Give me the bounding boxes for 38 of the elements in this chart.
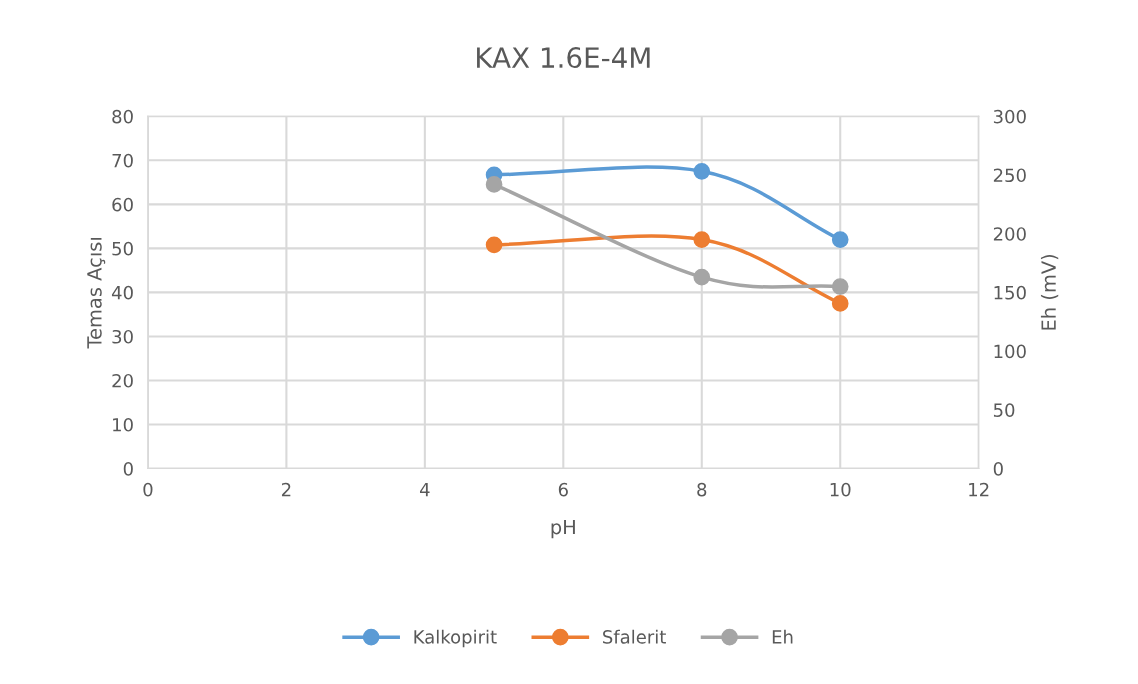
y2-tick-label: 250 (993, 168, 1026, 183)
y2-tick-label: 0 (993, 462, 1003, 476)
x-tick-label: 12 (969, 482, 989, 497)
chart-title: KAX 1.6E-4M (477, 47, 650, 69)
point (693, 162, 711, 180)
x-tick-label: 6 (558, 482, 568, 497)
x-tick-label: 10 (830, 482, 851, 497)
point (831, 295, 849, 312)
y-tick-label: 20 (112, 373, 133, 388)
x-tick-label: 8 (697, 482, 707, 497)
x-tick-label: 2 (281, 482, 291, 497)
y-tick-label: 80 (112, 109, 133, 124)
point (693, 268, 711, 286)
point (831, 231, 849, 248)
point (693, 231, 711, 248)
x-tick-label: 0 (143, 482, 153, 497)
point (485, 176, 503, 193)
y2-tick-label: 50 (993, 403, 1015, 417)
y2-tick-label: 300 (993, 109, 1026, 124)
point (831, 278, 849, 295)
y-tick-label: 60 (112, 197, 133, 212)
y-tick-label: 50 (112, 241, 133, 256)
y-tick-label: 70 (112, 153, 133, 168)
y2-axis-title: Eh (mV) (1040, 254, 1059, 330)
x-tick-label: 4 (419, 482, 430, 497)
y-tick-label: 10 (113, 417, 133, 432)
legend-label: Sfalerit (603, 629, 666, 644)
y-tick-label: 30 (112, 329, 133, 344)
y-tick-label: 0 (123, 462, 133, 476)
point (485, 236, 503, 254)
legend-label: Kalkopirit (414, 629, 497, 648)
y2-tick-label: 150 (994, 285, 1026, 300)
y-axis-title: Temas Açısı (87, 238, 106, 349)
x-axis-title: pH (551, 519, 575, 539)
y2-tick-label: 100 (994, 344, 1026, 359)
y-tick-label: 40 (111, 285, 133, 300)
legend-label: Eh (772, 629, 793, 644)
y2-tick-label: 200 (993, 227, 1026, 241)
